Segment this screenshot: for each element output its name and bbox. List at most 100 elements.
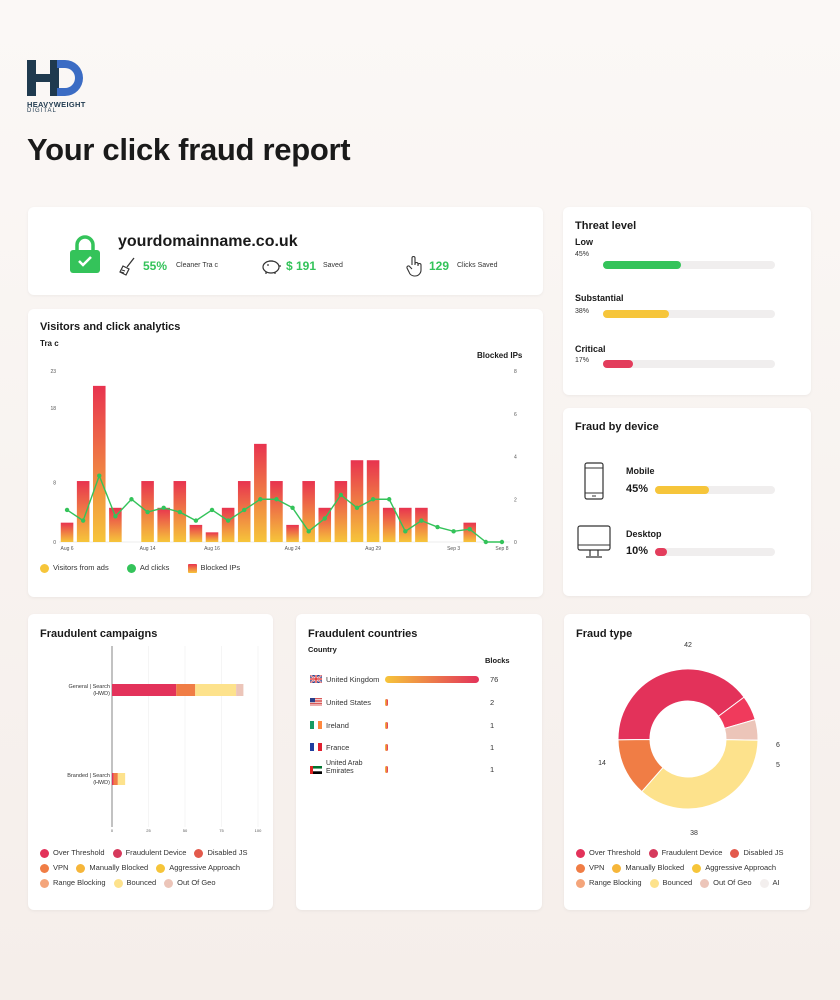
ad-clicks-point [193, 518, 199, 523]
device-bar-mobile [655, 486, 775, 494]
blocked-ip-bar [60, 522, 74, 542]
campaign-bar-segment [195, 684, 237, 696]
countries-title: Fraudulent countries [308, 628, 418, 640]
threat-title: Threat level [575, 220, 637, 232]
countries-card: Fraudulent countries Country Blocks Unit… [296, 614, 542, 910]
legend-item: Aggressive Approach [156, 860, 240, 875]
campaign-label: General | Search [69, 684, 110, 690]
fraud-type-card: Fraud type 42 6 5 38 14 Over Threshold Fraudu… [564, 614, 810, 910]
country-name: United States [326, 698, 372, 707]
legend-adclicks-label: Ad clicks [139, 563, 170, 572]
ad-clicks-point [80, 518, 86, 523]
y-tick-label: 0 [53, 540, 56, 546]
domain-name: yourdomainname.co.uk [118, 233, 298, 250]
campaign-bar-segment [117, 773, 126, 785]
country-bar [385, 766, 388, 773]
country-name: Ireland [326, 721, 349, 730]
legend-swatch [40, 848, 49, 858]
device-pct-desktop: 10% [626, 545, 649, 557]
legend-swatch [576, 863, 585, 873]
ad-clicks-point [419, 518, 424, 523]
threat-pct-substantial: 38% [575, 308, 590, 315]
threat-bar-low [603, 261, 775, 269]
blocked-ip-bar [270, 481, 283, 542]
device-pct-mobile: 45% [626, 483, 649, 495]
blocked-ip-bar [76, 481, 90, 542]
campaign-label: (HWD) [93, 691, 110, 697]
ad-clicks-point [97, 473, 102, 478]
ad-clicks-point [177, 509, 183, 515]
us-flag-icon [310, 698, 322, 706]
legend-item: VPN [40, 860, 68, 875]
threat-pct-critical: 17% [575, 357, 590, 364]
legend-label: Disabled JS [743, 848, 784, 857]
legend-adclicks: Ad clicks [126, 563, 170, 573]
ad-clicks-point [145, 509, 150, 515]
threat-bar-critical [603, 360, 775, 368]
donut-label: 42 [684, 642, 692, 649]
legend-item: VPN [576, 860, 604, 875]
countries-col-blocks: Blocks [485, 656, 510, 665]
ad-clicks-point [242, 507, 247, 513]
legend-item: Manually Blocked [612, 860, 684, 875]
campaign-label: (HWD) [93, 780, 110, 786]
country-name: United Arab Emirates [326, 760, 363, 775]
x-tick-label: 0 [111, 828, 114, 833]
blocked-ip-bar [286, 524, 299, 542]
analytics-legend: Visitors from ads Ad clicks Blocked IPs [40, 563, 248, 573]
campaigns-title: Fraudulent campaigns [40, 628, 158, 640]
legend-swatch [156, 863, 166, 873]
brand-sub: DIGITAL [27, 108, 57, 114]
blocked-ip-bar [415, 507, 428, 542]
legend-item: Bounced [113, 875, 156, 890]
campaign-bar-segment [112, 684, 177, 696]
legend-swatch [649, 878, 659, 888]
donut-slice [617, 668, 745, 741]
campaigns-card: Fraudulent campaigns 0 25 50 75 100 General |… [28, 614, 273, 910]
x-tick-label: Sep 8 [495, 546, 508, 552]
threat-level-card: Threat level Low 45% Substantial 38% Cri… [563, 207, 811, 395]
threat-bar-substantial [603, 310, 775, 318]
france-flag-icon [310, 743, 322, 751]
country-bar [385, 744, 388, 751]
legend-item: Over Threshold [40, 845, 105, 860]
ad-clicks-point [467, 526, 472, 532]
x-tick-label: 75 [219, 828, 224, 833]
ad-clicks-point [129, 497, 134, 502]
ad-clicks-point [322, 516, 327, 521]
legend-swatch [164, 878, 174, 888]
country-bar [385, 699, 388, 706]
legend-label: Over Threshold [53, 848, 105, 857]
fraud-type-donut: 42 6 5 38 14 [598, 642, 780, 837]
campaigns-legend: Over Threshold Fraudulent Device Disabled … [40, 845, 255, 890]
legend-item: Out Of Geo [164, 875, 216, 890]
ad-clicks-point [483, 539, 489, 545]
blocked-ip-bar [92, 385, 106, 542]
blocked-ip-bar [221, 507, 235, 542]
threat-fill-critical [603, 360, 633, 368]
ad-clicks-point [338, 492, 344, 498]
legend-label: Aggressive Approach [705, 863, 777, 872]
country-blocks: 1 [490, 765, 495, 774]
country-blocks: 1 [490, 743, 495, 752]
threat-name-low: Low [575, 237, 593, 247]
country-blocks: 76 [490, 675, 499, 684]
threat-pct-low: 45% [575, 251, 590, 258]
legend-item: Aggressive Approach [692, 860, 776, 875]
y-tick-label: 18 [50, 406, 56, 412]
hand-click-icon [406, 256, 422, 277]
legend-blocked: Blocked IPs [187, 563, 240, 573]
legend-swatch [612, 863, 622, 873]
y2-tick-label: 0 [514, 540, 517, 546]
blocked-ip-bar [205, 532, 219, 542]
legend-swatch [759, 878, 769, 888]
legend-label: Aggressive Approach [169, 863, 241, 872]
broom-icon [119, 257, 135, 276]
summary-card: yourdomainname.co.uk 55% Cleaner Tra c $… [28, 207, 543, 295]
desktop-icon [577, 525, 611, 558]
country-name: United Kingdom [326, 675, 380, 684]
blocked-ip-bar [318, 507, 332, 542]
x-tick-label: Aug 24 [285, 546, 301, 552]
legend-swatch [576, 878, 585, 888]
x-tick-label: 100 [255, 828, 262, 833]
